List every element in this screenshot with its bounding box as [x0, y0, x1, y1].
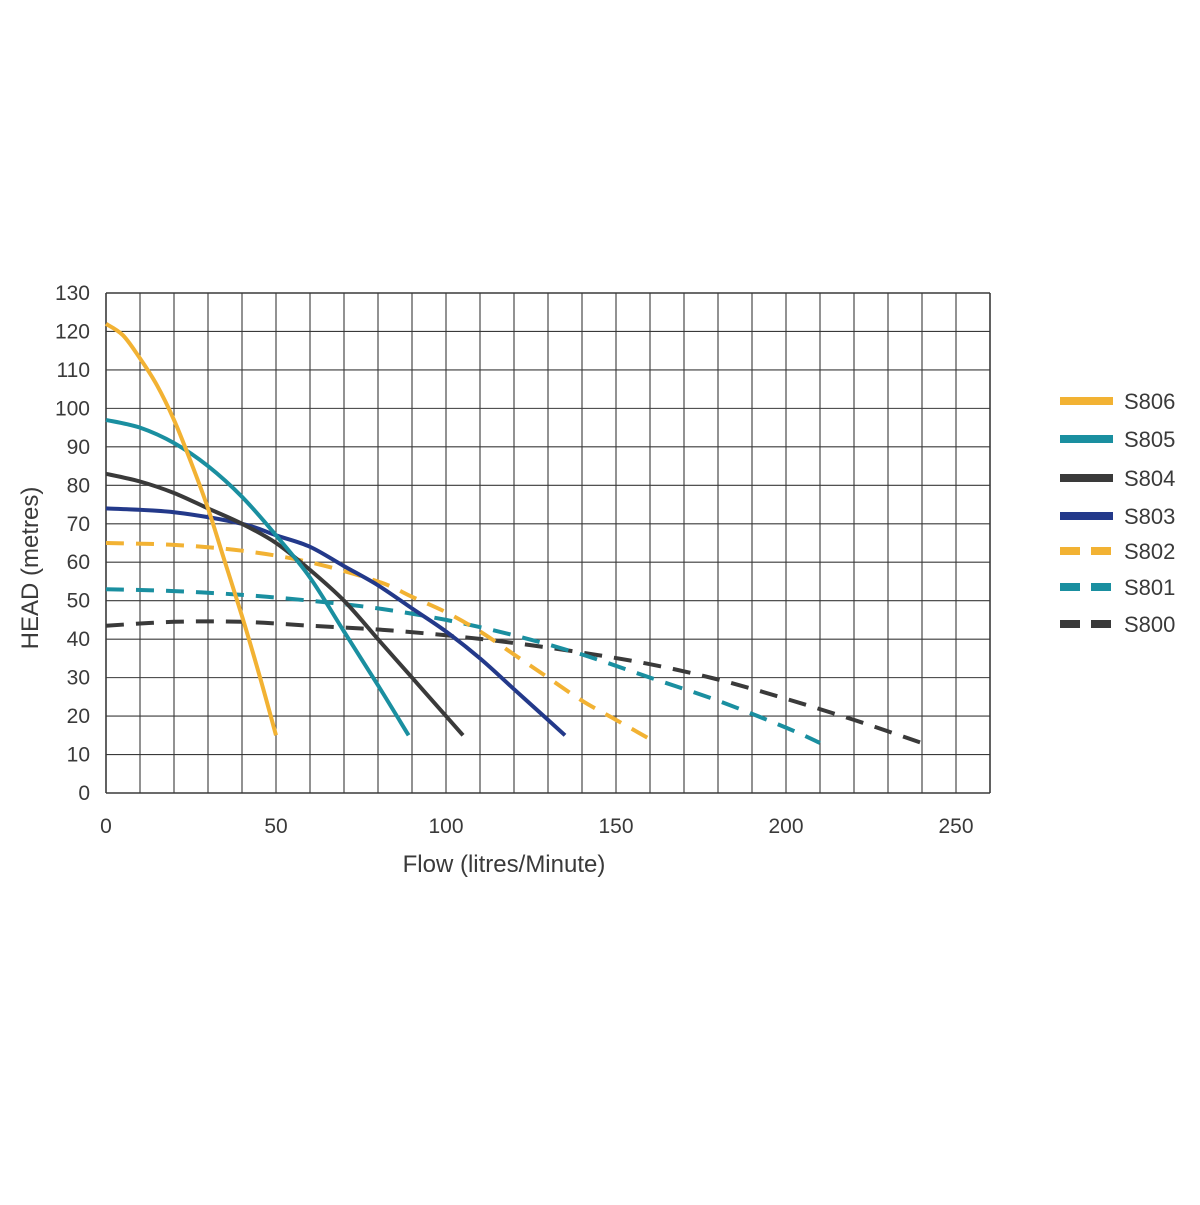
y-tick-label: 30: [67, 667, 90, 690]
grid-layer: [105, 292, 991, 794]
y-tick-label: 10: [67, 744, 90, 767]
y-tick-label: 110: [57, 359, 90, 382]
legend-label-s805: S805: [1124, 427, 1175, 452]
y-tick-label: 130: [55, 282, 90, 305]
y-tick-label: 120: [55, 320, 90, 343]
legend-label-s804: S804: [1124, 466, 1175, 491]
x-tick-label: 100: [428, 815, 463, 838]
legend-label-s802: S802: [1124, 539, 1175, 564]
y-tick-label: 90: [67, 436, 90, 459]
legend-label-s803: S803: [1124, 504, 1175, 529]
x-tick-label: 50: [264, 815, 287, 838]
series-line-s805: [105, 417, 411, 737]
y-tick-label: 80: [67, 474, 90, 497]
x-tick-label: 150: [598, 815, 633, 838]
legend-label-s806: S806: [1124, 389, 1175, 414]
legend-label-s800: S800: [1124, 612, 1175, 637]
y-tick-label: 0: [78, 782, 90, 805]
series-line-s806: [104, 322, 278, 736]
y-axis-title: HEAD (metres): [17, 487, 44, 650]
x-axis-title: Flow (litres/Minute): [403, 851, 606, 878]
y-tick-label: 20: [67, 705, 90, 728]
tick-labels: 0 50 100 150 200 250 0 10 20 30 40 50 60 70 80 90 100 110…: [55, 282, 974, 838]
y-tick-label: 60: [67, 551, 90, 574]
x-tick-label: 250: [938, 815, 973, 838]
series-line-s801: [105, 587, 821, 745]
series-line-s802: [105, 541, 652, 741]
y-tick-label: 100: [55, 397, 90, 420]
x-tick-label: 200: [768, 815, 803, 838]
legend: S806 S805 S804 S803 S802 S801 S800: [1060, 389, 1175, 637]
y-tick-label: 50: [67, 590, 90, 613]
x-tick-label: 0: [100, 815, 112, 838]
legend-label-s801: S801: [1124, 575, 1175, 600]
series-layer: [104, 322, 923, 745]
y-tick-label: 40: [67, 628, 90, 651]
y-tick-label: 70: [67, 513, 90, 536]
